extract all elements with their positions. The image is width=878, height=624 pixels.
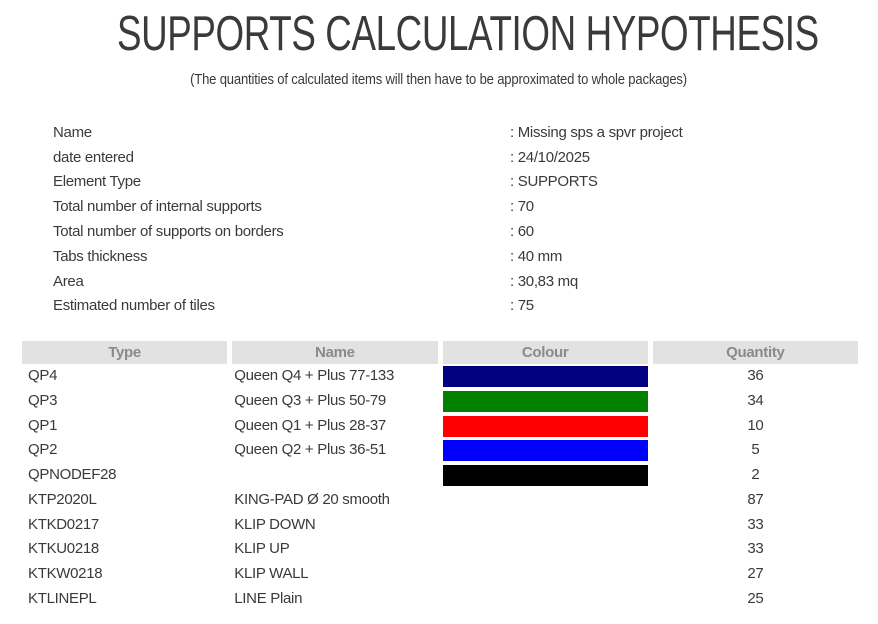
- cell-colour: [443, 587, 648, 612]
- page-title: SUPPORTS CALCULATION HYPOTHESIS: [116, 7, 819, 61]
- cell-quantity: 27: [747, 564, 764, 582]
- table-row: QP1 Queen Q1 + Plus 28-37 10: [22, 414, 858, 439]
- cell-colour: [442, 438, 648, 463]
- cell-quantity: 5: [751, 441, 760, 459]
- cell-quantity: 87: [747, 490, 764, 508]
- info-value: : SUPPORTS: [510, 173, 598, 191]
- table-row: QP4 Queen Q4 + Plus 77-133 36: [22, 364, 858, 389]
- info-value: : 30,83 mq: [510, 272, 578, 290]
- cell-colour: [442, 463, 648, 488]
- table-row: QP3 Queen Q3 + Plus 50-79 34: [22, 389, 858, 414]
- table-row: KTKD0217 KLIP DOWN 33: [22, 513, 858, 538]
- page-subheader: (The quantities of calculated items will…: [0, 71, 878, 89]
- info-value: : 60: [510, 223, 534, 241]
- cell-type: QP4: [28, 367, 58, 385]
- info-label: Area: [53, 272, 84, 290]
- cell-name: Queen Q4 + Plus 77-133: [234, 367, 395, 385]
- cell-colour: [442, 389, 648, 414]
- info-row-name: Name : Missing sps a spvr project: [53, 120, 878, 145]
- cell-type: KTP2020L: [28, 490, 97, 508]
- cell-type: KTKU0218: [28, 540, 99, 558]
- cell-name: KLIP WALL: [234, 564, 309, 582]
- info-label: Tabs thickness: [53, 247, 148, 265]
- info-value: : Missing sps a spvr project: [510, 123, 683, 141]
- colour-swatch: [443, 514, 648, 535]
- info-row-estimated-tiles: Estimated number of tiles : 75: [53, 294, 878, 319]
- cell-type: QPNODEF28: [28, 466, 117, 484]
- cell-colour: [443, 562, 648, 587]
- cell-type: QP1: [28, 416, 58, 434]
- cell-type: KTKD0217: [28, 515, 99, 533]
- colour-swatch: [442, 415, 648, 437]
- info-row-internal-supports: Total number of internal supports : 70: [53, 194, 878, 219]
- info-label: Total number of internal supports: [53, 198, 262, 216]
- cell-name: [232, 463, 437, 488]
- cell-name: KLIP UP: [234, 540, 290, 558]
- cell-name: KING-PAD Ø 20 smooth: [234, 490, 390, 508]
- cell-name: Queen Q3 + Plus 50-79: [234, 392, 386, 410]
- cell-quantity: 10: [747, 416, 764, 434]
- cell-colour: [442, 414, 648, 439]
- cell-type: KTKW0218: [28, 564, 103, 582]
- header-cell-quantity: Quantity: [652, 341, 858, 365]
- info-row-element-type: Element Type : SUPPORTS: [53, 170, 878, 195]
- info-label: date entered: [53, 148, 134, 166]
- cell-type: QP2: [28, 441, 58, 459]
- table-row: KTP2020L KING-PAD Ø 20 smooth 87: [22, 488, 858, 513]
- info-value: : 24/10/2025: [510, 148, 590, 166]
- colour-swatch: [442, 464, 648, 486]
- info-row-tabs-thickness: Tabs thickness : 40 mm: [53, 244, 878, 269]
- info-row-border-supports: Total number of supports on borders : 60: [53, 219, 878, 244]
- info-value: : 70: [510, 198, 534, 216]
- info-label: Name: [53, 123, 92, 141]
- info-label: Element Type: [53, 173, 141, 191]
- cell-quantity: 34: [747, 392, 764, 410]
- cell-colour: [443, 537, 648, 562]
- page-subtitle: (The quantities of calculated items will…: [190, 71, 688, 88]
- cell-quantity: 33: [747, 515, 764, 533]
- table-header-row: Type Name Colour Quantity: [22, 341, 858, 365]
- info-value: : 75: [510, 297, 534, 315]
- table-row: KTKU0218 KLIP UP 33: [22, 537, 858, 562]
- info-section: Name : Missing sps a spvr project date e…: [53, 120, 878, 318]
- cell-name: Queen Q2 + Plus 36-51: [234, 441, 386, 459]
- table-row: QPNODEF28 2: [22, 463, 858, 488]
- table-row: KTLINEPL LINE Plain 25: [22, 587, 858, 612]
- colour-swatch: [443, 588, 648, 609]
- cell-name: Queen Q1 + Plus 28-37: [234, 416, 386, 434]
- info-row-date-entered: date entered : 24/10/2025: [53, 145, 878, 170]
- cell-quantity: 2: [751, 466, 760, 484]
- colour-swatch: [443, 539, 648, 560]
- info-row-area: Area : 30,83 mq: [53, 269, 878, 294]
- cell-colour: [443, 513, 648, 538]
- colour-swatch: [443, 564, 648, 585]
- cell-name: LINE Plain: [234, 589, 303, 607]
- cell-type: QP3: [28, 392, 58, 410]
- colour-swatch: [442, 440, 648, 462]
- supports-table: Type Name Colour Quantity QP4 Queen Q4 +…: [22, 341, 858, 611]
- colour-swatch: [442, 366, 648, 388]
- info-label: Estimated number of tiles: [53, 297, 215, 315]
- cell-quantity: 33: [747, 540, 764, 558]
- cell-colour: [442, 364, 648, 389]
- header-cell-colour: Colour: [442, 341, 648, 365]
- colour-swatch: [443, 490, 648, 511]
- colour-swatch: [442, 390, 648, 412]
- table-row: QP2 Queen Q2 + Plus 36-51 5: [22, 438, 858, 463]
- cell-colour: [443, 488, 648, 513]
- header-cell-name: Name: [232, 341, 438, 365]
- cell-quantity: 36: [747, 367, 764, 385]
- cell-quantity: 25: [747, 589, 764, 607]
- table-row: KTKW0218 KLIP WALL 27: [22, 562, 858, 587]
- info-label: Total number of supports on borders: [53, 223, 284, 241]
- cell-type: KTLINEPL: [28, 589, 97, 607]
- page-header: SUPPORTS CALCULATION HYPOTHESIS: [0, 6, 878, 61]
- cell-name: KLIP DOWN: [234, 515, 316, 533]
- header-cell-type: Type: [22, 341, 228, 365]
- info-value: : 40 mm: [510, 247, 563, 265]
